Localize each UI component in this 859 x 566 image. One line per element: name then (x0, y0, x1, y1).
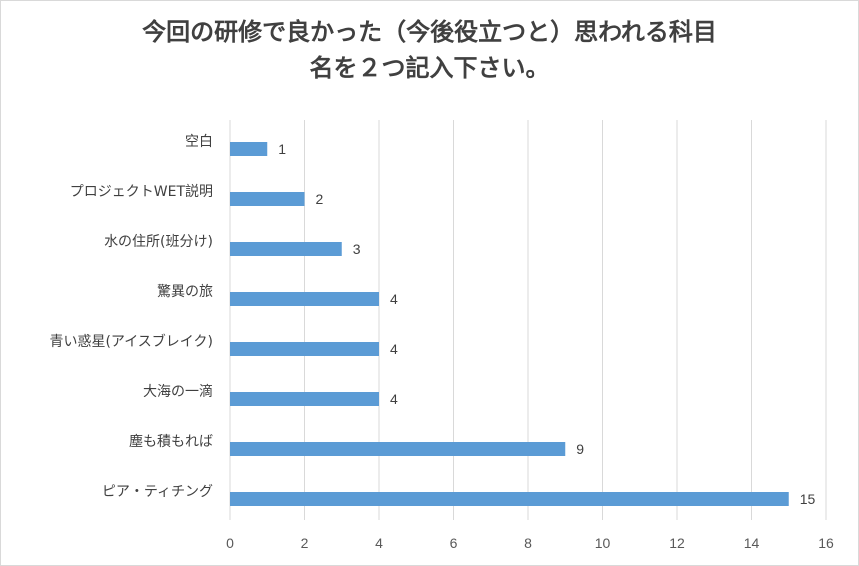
x-tick-label-0: 0 (226, 535, 234, 551)
data-label-1: 2 (316, 191, 324, 207)
bar-6 (230, 442, 566, 456)
x-tick-label-4: 8 (524, 535, 532, 551)
bar-2 (230, 242, 342, 256)
x-tick-label-6: 12 (669, 535, 685, 551)
category-label-7: ピア・ティチング (102, 484, 213, 500)
bar-0 (230, 142, 268, 156)
category-label-5: 大海の一滴 (143, 383, 213, 400)
bar-7 (230, 492, 789, 506)
data-label-7: 15 (800, 491, 816, 507)
bar-4 (230, 342, 379, 356)
chart-title-line-1: 今回の研修で良かった（今後役立つと）思われる科目 (142, 18, 717, 46)
category-label-4: 青い惑星(アイスブレイク) (49, 333, 213, 350)
category-label-0: 空白 (185, 134, 213, 150)
bar-5 (230, 392, 379, 406)
chart-title: 今回の研修で良かった（今後役立つと）思われる科目 名を２つ記入下さい。 (0, 14, 859, 86)
data-label-2: 3 (353, 241, 361, 257)
data-label-0: 1 (278, 141, 286, 157)
data-label-4: 4 (390, 341, 398, 357)
data-label-3: 4 (390, 291, 398, 307)
category-label-3: 驚異の旅 (157, 283, 213, 300)
x-tick-label-7: 14 (744, 535, 760, 551)
category-label-1: プロジェクトWET説明 (70, 184, 213, 200)
bar-3 (230, 292, 379, 306)
x-tick-label-5: 10 (595, 535, 611, 551)
x-tick-label-3: 6 (450, 535, 458, 551)
x-tick-label-8: 16 (818, 535, 834, 551)
x-tick-label-1: 2 (301, 535, 309, 551)
x-tick-label-2: 4 (375, 535, 383, 551)
chart-title-line-2: 名を２つ記入下さい。 (309, 54, 550, 82)
bar-1 (230, 192, 305, 206)
data-label-5: 4 (390, 391, 398, 407)
data-label-6: 9 (576, 441, 584, 457)
category-label-2: 水の住所(班分け) (104, 234, 213, 250)
category-label-6: 塵も積もれば (129, 433, 213, 450)
